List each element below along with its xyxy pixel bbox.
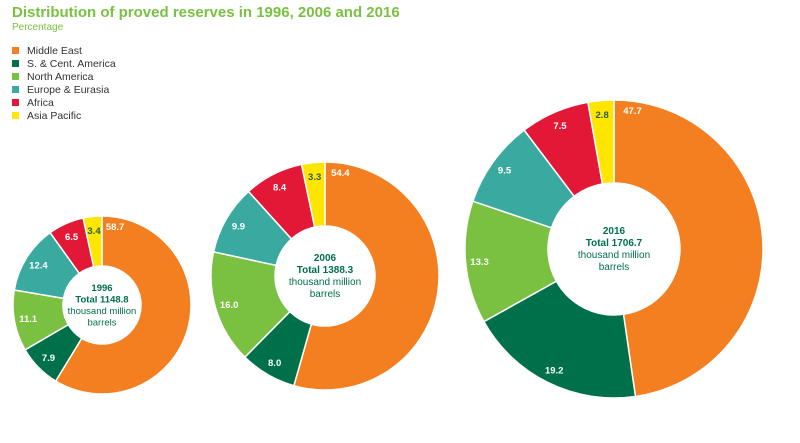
slice-value-label: 19.2 (545, 366, 564, 377)
center-unit: thousand million (68, 306, 137, 317)
legend-label: Middle East (27, 44, 82, 57)
donut-slice (54, 215, 192, 395)
donut-slice (587, 99, 615, 185)
slice-value-label: 16.0 (220, 300, 239, 311)
legend-swatch (12, 60, 19, 67)
slice-value-label: 9.5 (498, 165, 512, 176)
chart-title: Distribution of proved reserves in 1996,… (12, 4, 400, 21)
slice-value-label: 3.4 (87, 226, 101, 237)
slice-value-label: 9.9 (232, 221, 245, 232)
legend-swatch (12, 99, 19, 106)
donut-slice (482, 280, 637, 399)
legend-label: S. & Cent. America (27, 57, 116, 70)
legend-label: North America (27, 70, 94, 83)
legend-swatch (12, 73, 19, 80)
center-unit: barrels (599, 262, 630, 273)
legend: Middle East S. & Cent. America North Ameri… (12, 44, 116, 122)
center-total: Total 1148.8 (75, 294, 128, 305)
legend-item: Europe & Eurasia (12, 83, 116, 96)
center-year: 1996 (91, 283, 112, 294)
center-unit: barrels (310, 289, 341, 300)
legend-item: North America (12, 70, 116, 83)
legend-label: Europe & Eurasia (27, 83, 110, 96)
slice-value-label: 58.7 (106, 222, 125, 233)
slice-value-label: 13.3 (470, 257, 489, 268)
slice-value-label: 8.0 (268, 358, 281, 369)
donut-slice (613, 99, 764, 398)
legend-item: Africa (12, 96, 116, 109)
legend-swatch (12, 112, 19, 119)
center-unit: thousand million (289, 277, 361, 288)
slice-value-label: 2.8 (596, 110, 609, 121)
center-total: Total 1388.3 (297, 265, 354, 276)
slice-value-label: 47.7 (623, 106, 642, 117)
slice-value-label: 54.4 (331, 168, 350, 179)
donut-slice (292, 161, 440, 391)
legend-item: Asia Pacific (12, 109, 116, 122)
legend-label: Africa (27, 96, 54, 109)
slice-value-label: 8.4 (273, 182, 287, 193)
legend-swatch (12, 86, 19, 93)
legend-item: S. & Cent. America (12, 57, 116, 70)
slice-value-label: 7.9 (42, 353, 55, 364)
slice-value-label: 3.3 (308, 172, 321, 183)
slice-value-label: 7.5 (553, 121, 567, 132)
center-unit: barrels (87, 317, 116, 328)
chart-subtitle: Percentage (12, 22, 64, 33)
center-total: Total 1706.7 (586, 238, 643, 249)
donut-slice (82, 215, 103, 268)
donut-slice (300, 161, 326, 228)
legend-item: Middle East (12, 44, 116, 57)
center-unit: thousand million (578, 250, 650, 261)
center-year: 2016 (603, 226, 626, 237)
slice-value-label: 6.5 (65, 232, 79, 243)
legend-swatch (12, 47, 19, 54)
slice-value-label: 12.4 (29, 261, 48, 272)
slice-value-label: 11.1 (19, 314, 38, 325)
legend-label: Asia Pacific (27, 109, 82, 122)
center-year: 2006 (314, 253, 337, 264)
